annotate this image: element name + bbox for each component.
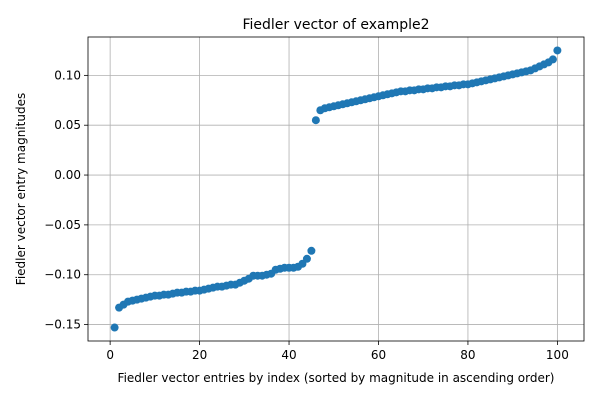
- y-tick-label-0: −0.15: [44, 318, 81, 332]
- scatter-points: [110, 46, 562, 332]
- grid: [88, 37, 584, 341]
- y-tick-label-5: 0.10: [54, 68, 81, 82]
- data-point-46: [311, 116, 320, 125]
- y-tick-label-2: −0.05: [44, 218, 81, 232]
- y-axis-label: Fiedler vector entry magnitudes: [14, 93, 28, 285]
- chart-title: Fiedler vector of example2: [242, 17, 429, 33]
- x-tick-label-4: 80: [460, 348, 475, 362]
- data-point-45: [307, 246, 316, 255]
- data-point-100: [553, 46, 562, 55]
- plot-frame: [87, 36, 585, 342]
- x-tick-label-1: 20: [192, 348, 207, 362]
- x-tick-label-0: 0: [106, 348, 114, 362]
- y-tick-label-1: −0.10: [44, 268, 81, 282]
- axis-ticks: 0 20 40 60 80 100 −0.15 −0.10 −0.05 0.00 0.05 0.10: [44, 68, 569, 362]
- data-point-1: [110, 323, 119, 332]
- y-tick-label-3: 0.00: [54, 168, 81, 182]
- x-axis-label: Fiedler vector entries by index (sorted …: [118, 371, 555, 385]
- data-point-44: [302, 254, 311, 263]
- y-tick-label-4: 0.05: [54, 118, 81, 132]
- x-tick-label-3: 60: [371, 348, 386, 362]
- x-tick-label-2: 40: [281, 348, 296, 362]
- x-tick-label-5: 100: [546, 348, 569, 362]
- data-point-99: [548, 55, 557, 64]
